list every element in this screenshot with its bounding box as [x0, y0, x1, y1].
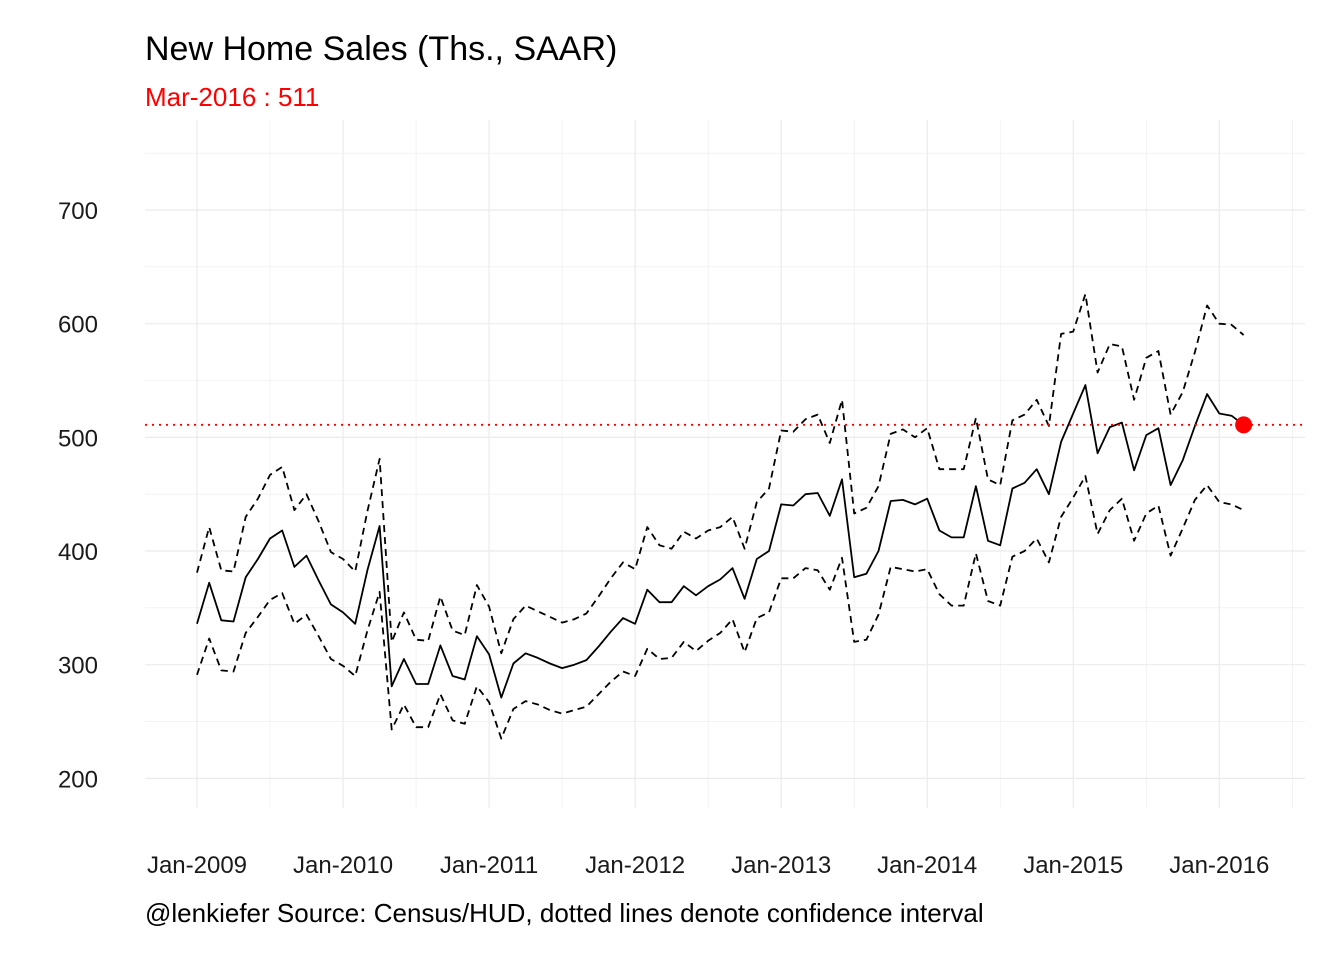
y-tick-label: 200	[58, 766, 98, 793]
series-line-lower-bound	[196, 475, 1244, 740]
x-tick-label: Jan-2009	[147, 852, 247, 879]
y-axis-tick-labels: 200 300 400 500 600 700	[58, 198, 98, 793]
y-tick-label: 700	[58, 198, 98, 225]
series-line-main	[196, 384, 1245, 699]
x-tick-label: Jan-2015	[1023, 852, 1123, 879]
x-axis-tick-labels: Jan-2009 Jan-2010 Jan-2011 Jan-2012 Jan-2013…	[147, 852, 1269, 879]
x-tick-label: Jan-2012	[585, 852, 685, 879]
x-tick-label: Jan-2016	[1169, 852, 1269, 879]
chart-subtitle: Mar-2016 : 511	[145, 82, 320, 112]
y-tick-label: 400	[58, 539, 98, 566]
y-tick-label: 300	[58, 653, 98, 680]
x-tick-label: Jan-2011	[440, 852, 538, 879]
highlight-point	[1235, 416, 1253, 434]
series-line-upper-bound	[196, 293, 1245, 655]
chart-title: New Home Sales (Ths., SAAR)	[145, 30, 618, 68]
y-tick-label: 600	[58, 312, 98, 339]
grid-lines	[145, 120, 1305, 808]
highlight-marker-group	[1235, 416, 1253, 434]
y-tick-label: 500	[58, 425, 98, 452]
chart-caption: @lenkiefer Source: Census/HUD, dotted li…	[145, 898, 984, 928]
x-tick-label: Jan-2010	[293, 852, 393, 879]
x-tick-label: Jan-2014	[877, 852, 977, 879]
x-tick-label: Jan-2013	[731, 852, 831, 879]
series-lines	[196, 293, 1245, 740]
